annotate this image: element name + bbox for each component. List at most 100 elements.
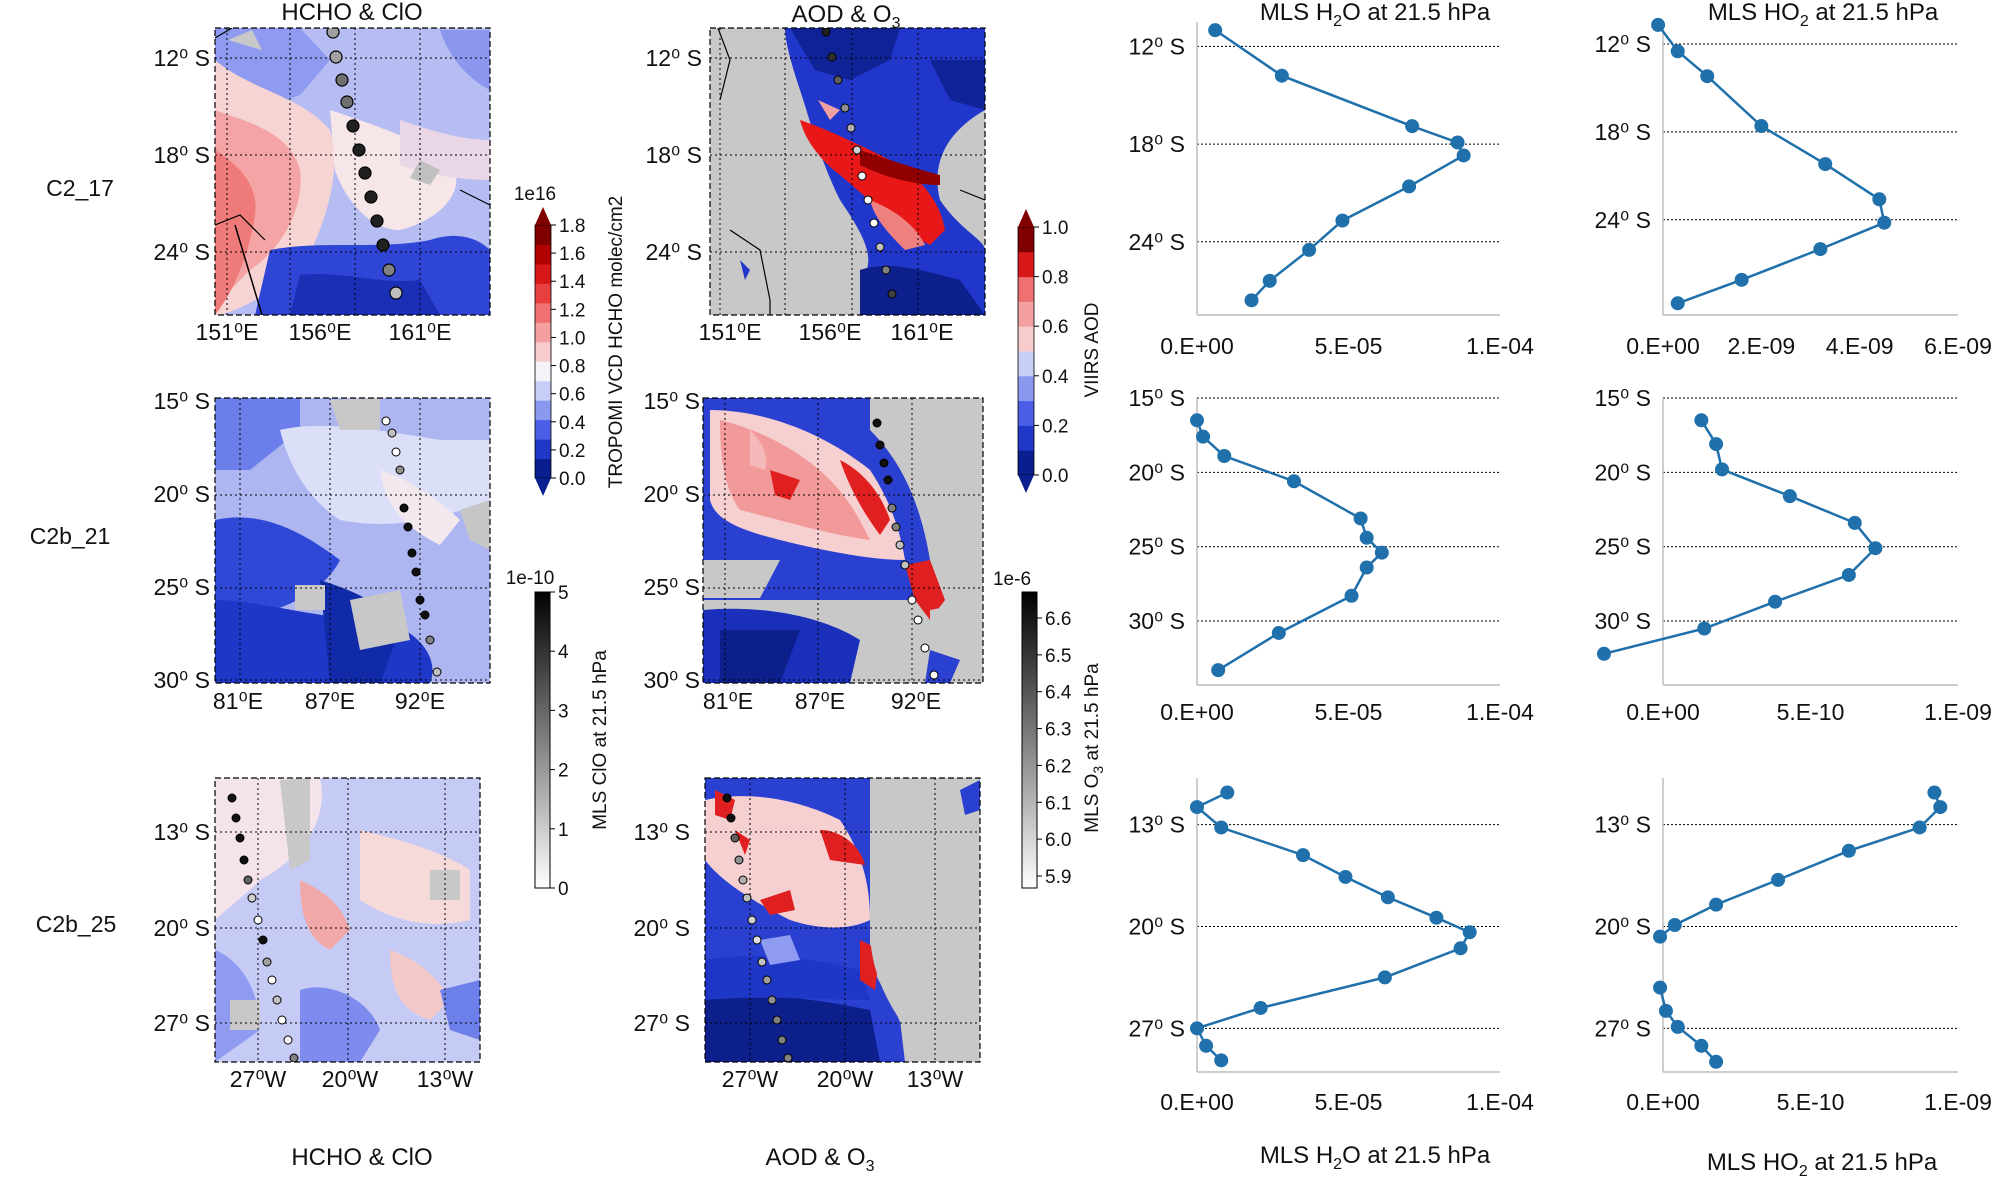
profile-point	[1271, 625, 1286, 640]
colorbar-hcho-cell	[535, 419, 551, 440]
profile-point	[1402, 179, 1417, 194]
profile-xtick: 1.E-04	[1466, 699, 1534, 725]
colorbar-clo-gradient	[534, 591, 551, 889]
profile-xtick: 4.E-09	[1826, 333, 1894, 359]
profile-panel-4: 13⁰ S 20⁰ S 27⁰ S 0.E+00 5.E-05 1.E-04	[1128, 778, 1534, 1115]
profile-point	[1374, 545, 1389, 560]
colorbar-hcho-tick: 0.6	[559, 385, 585, 406]
profile-point	[1190, 413, 1204, 428]
profile-xtick: 1.E-09	[1924, 699, 1992, 725]
colorbar-o3-tick: 6.2	[1045, 756, 1071, 777]
profile-point	[1734, 272, 1749, 287]
colorbar-clo-label: MLS ClO at 21.5 hPa	[590, 650, 611, 830]
colorbar-hcho-cell	[535, 400, 551, 421]
map5-xtick-2: 92⁰E	[891, 688, 941, 714]
profile-point	[1872, 192, 1887, 207]
map4-ytick-0: 12⁰ S	[645, 45, 702, 71]
colorbar-o3-tick: 5.9	[1045, 867, 1071, 888]
colorbar-aod-tick: 1.0	[1042, 218, 1068, 239]
profile-ytick: 20⁰ S	[1594, 459, 1651, 485]
profile-ytick: 18⁰ S	[1128, 131, 1185, 157]
colorbar-hcho-tick: 1.6	[559, 244, 585, 265]
colorbar-aod-min-arrow	[1018, 475, 1034, 493]
profile-point	[1670, 44, 1685, 59]
profile-point	[1217, 448, 1232, 463]
colorbar-hcho-tick: 1.0	[559, 328, 585, 349]
title-hcho-clo-top: HCHO & ClO	[281, 0, 422, 26]
profile-ytick: 15⁰ S	[1594, 385, 1651, 411]
profile-xtick: 5.E-10	[1777, 699, 1845, 725]
map2-xtick-1: 87⁰E	[305, 688, 355, 714]
colorbar-aod-cell	[1018, 326, 1034, 352]
profile-point	[1208, 23, 1223, 38]
map-hcho-c2-17: 12⁰ S 18⁰ S 24⁰ S 151⁰E 156⁰E 161⁰E	[153, 27, 491, 345]
profile-point	[1818, 157, 1833, 172]
profile-xtick: 0.E+00	[1626, 699, 1700, 725]
title-h2o-bottom: MLS H2O at 21.5 hPa	[1260, 1142, 1491, 1173]
profile-point	[1462, 925, 1477, 940]
map3-xtick-1: 20⁰W	[322, 1066, 379, 1092]
map4-ytick-2: 24⁰ S	[645, 239, 702, 265]
colorbar-clo-tick: 5	[558, 583, 569, 604]
colorbar-hcho-tick: 0.0	[559, 469, 585, 490]
profile-point	[1868, 541, 1883, 556]
colorbar-aod-cell	[1018, 227, 1034, 253]
colorbar-clo-tick: 1	[558, 820, 569, 841]
profile-point	[1653, 929, 1668, 944]
map1-xtick-0: 151⁰E	[196, 319, 259, 345]
colorbar-clo-exponent: 1e-10	[506, 568, 555, 589]
row-label-c2b-25: C2b_25	[36, 911, 117, 937]
profile-ytick: 27⁰ S	[1594, 1015, 1651, 1041]
map-hcho-c2b-25: 13⁰ S 20⁰ S 27⁰ S 27⁰W 20⁰W 13⁰W	[153, 777, 481, 1092]
colorbar-clo-tick: 2	[558, 761, 569, 782]
map5-ytick-0: 15⁰ S	[643, 388, 700, 414]
colorbar-hcho-max-arrow	[535, 207, 551, 225]
profile-point	[1651, 17, 1666, 32]
profile-point	[1841, 843, 1856, 858]
profile-ytick: 12⁰ S	[1128, 33, 1185, 59]
profile-point	[1335, 213, 1350, 228]
profile-point	[1694, 1038, 1709, 1053]
profile-ytick: 18⁰ S	[1594, 119, 1651, 145]
title-aod-o3-top: AOD & O3	[792, 1, 901, 32]
map3-ytick-1: 20⁰ S	[153, 915, 210, 941]
map1-ytick-0: 12⁰ S	[153, 45, 210, 71]
map1-xtick-1: 156⁰E	[289, 319, 352, 345]
profile-point	[1709, 1054, 1724, 1069]
colorbar-hcho-cell	[535, 380, 551, 401]
profile-xtick: 1.E-04	[1466, 1089, 1534, 1115]
map1-ytick-1: 18⁰ S	[153, 142, 210, 168]
colorbar-aod-tick: 0.4	[1042, 367, 1069, 388]
colorbar-hcho-tick: 1.4	[559, 272, 586, 293]
profile-point	[1262, 273, 1277, 288]
map4-ytick-1: 18⁰ S	[645, 142, 702, 168]
colorbar-o3-gradient	[1021, 591, 1038, 889]
map-aod-c2b-25: 13⁰ S 20⁰ S 27⁰ S 27⁰W 20⁰W 13⁰W	[633, 777, 981, 1092]
profile-point	[1670, 1019, 1685, 1034]
map5-xtick-1: 87⁰E	[795, 688, 845, 714]
title-ho2-bottom: MLS HO2 at 21.5 hPa	[1707, 1149, 1938, 1178]
profile-point	[1933, 800, 1948, 815]
profile-xtick: 1.E-09	[1924, 1089, 1992, 1115]
row-label-c2-17: C2_17	[46, 175, 114, 201]
profile-point	[1196, 429, 1211, 444]
profile-point	[1190, 800, 1204, 815]
colorbar-aod-cell	[1018, 276, 1034, 302]
profile-ytick: 20⁰ S	[1594, 913, 1651, 939]
map2-xtick-2: 92⁰E	[395, 688, 445, 714]
profile-point	[1782, 489, 1797, 504]
map4-xtick-1: 156⁰E	[799, 319, 862, 345]
colorbar-hcho-cell	[535, 283, 551, 304]
profile-point	[1877, 215, 1892, 230]
profile-point	[1214, 1053, 1229, 1068]
map6-xtick-0: 27⁰W	[722, 1066, 779, 1092]
colorbar-o3-tick: 6.1	[1045, 793, 1071, 814]
profile-point	[1597, 646, 1611, 661]
title-aod-o3-bottom: AOD & O3	[766, 1144, 875, 1175]
profile-ytick: 24⁰ S	[1128, 229, 1185, 255]
profile-series-line	[1214, 29, 1466, 302]
map2-ytick-1: 20⁰ S	[153, 481, 210, 507]
map3-xtick-0: 27⁰W	[230, 1066, 287, 1092]
colorbar-hcho-cell	[535, 341, 551, 362]
colorbar-aod-cell	[1018, 425, 1034, 451]
